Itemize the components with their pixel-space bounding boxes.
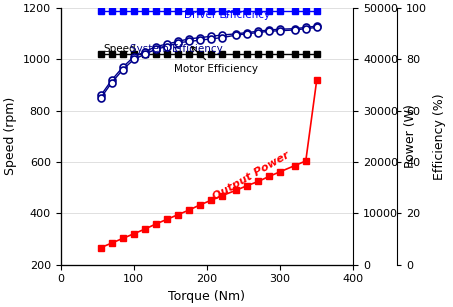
Text: System Efficiency: System Efficiency (130, 44, 223, 54)
Text: Speed: Speed (103, 44, 135, 54)
Y-axis label: Speed (rpm): Speed (rpm) (4, 97, 17, 176)
Text: Driver Efficiency: Driver Efficiency (183, 10, 270, 21)
Text: Motor Efficiency: Motor Efficiency (174, 47, 258, 74)
Y-axis label: Efficiency (%): Efficiency (%) (433, 93, 446, 180)
X-axis label: Torque (Nm): Torque (Nm) (169, 290, 246, 303)
Y-axis label: Power (W): Power (W) (404, 104, 417, 168)
Text: Output Power: Output Power (211, 150, 291, 202)
